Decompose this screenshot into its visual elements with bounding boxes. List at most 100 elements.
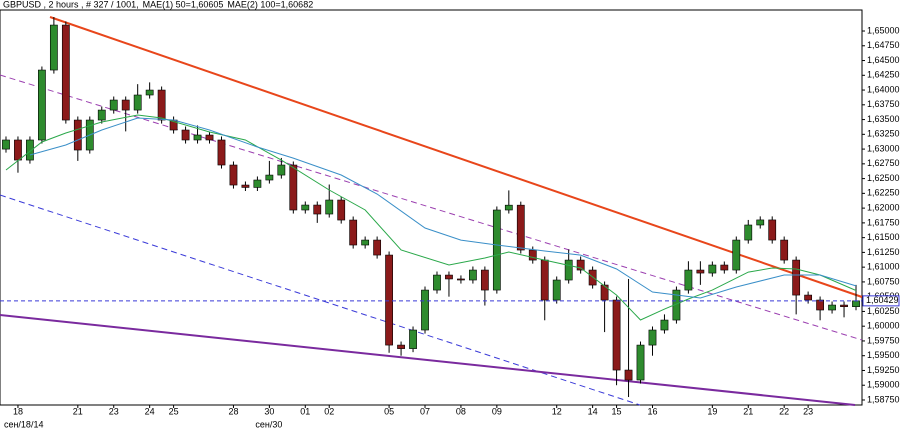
x-tick-label: 23 [109, 406, 119, 416]
channel-line [0, 194, 641, 406]
y-tick-label: 1,62000 [867, 202, 900, 212]
x-tick-label: 24 [145, 406, 155, 416]
current-price-box [862, 295, 900, 307]
candle-body [97, 109, 106, 121]
x-tick-label: 25 [169, 406, 179, 416]
header: GBPUSD , 2 hours , # 327 / 1001, [3, 0, 139, 9]
candle-body [660, 319, 669, 331]
current-price-label: 1,60429 [866, 295, 899, 305]
candle-body [457, 278, 465, 281]
candle-body [109, 99, 118, 111]
moving-average [29, 117, 857, 299]
x-tick-label: 21 [73, 406, 83, 416]
candle-body [253, 179, 262, 188]
candle-body [756, 219, 765, 226]
legend-entry: MAE(1) 50=1,60605 [143, 0, 224, 9]
y-tick-label: 1,65000 [867, 25, 900, 35]
x-tick-label: 18 [13, 406, 23, 416]
candle-body [217, 139, 226, 166]
support-line [0, 314, 856, 406]
y-tick-label: 1,59500 [867, 350, 900, 360]
candle-body [768, 219, 777, 241]
y-tick-label: 1,63000 [867, 143, 900, 153]
candle-body [26, 139, 34, 161]
candle-body [433, 274, 441, 291]
y-tick-label: 1,63250 [867, 129, 900, 139]
candle-body [828, 304, 836, 311]
candle-body [624, 369, 633, 381]
candle-body [816, 299, 824, 311]
candle-body [61, 24, 70, 121]
candle-body [492, 209, 501, 291]
candle-body [852, 300, 860, 308]
channel-line [0, 74, 863, 341]
x-tick-label: 09 [492, 406, 502, 416]
candle-body [409, 329, 417, 349]
candle-body [205, 134, 214, 141]
candle-body [612, 299, 621, 371]
candle-body [385, 254, 393, 346]
candle-body [14, 139, 22, 161]
x-tick-label: 01 [300, 406, 310, 416]
candle-body [265, 174, 274, 181]
candle-body [600, 284, 609, 301]
x-tick-label: 07 [420, 406, 430, 416]
x-tick-label: 28 [228, 406, 238, 416]
candle-body [732, 239, 741, 271]
candle-body [780, 239, 789, 261]
candle-body [516, 204, 525, 251]
x-tick-label: 23 [803, 406, 813, 416]
candle-body [73, 119, 82, 151]
candle-body [421, 289, 429, 331]
candle-body [349, 219, 358, 246]
y-tick-label: 1,59750 [867, 335, 900, 345]
candle-body [744, 224, 753, 241]
candle-body [564, 259, 573, 281]
candle-body [289, 164, 298, 211]
candle-body [792, 259, 801, 296]
moving-average [5, 114, 857, 321]
candle-body [2, 139, 10, 150]
candle-body [277, 164, 286, 176]
trend-line [49, 16, 863, 298]
y-tick-label: 1,61500 [867, 232, 900, 242]
candle-body [181, 129, 190, 141]
legend-entry: MAE(2) 100=1,60682 [227, 0, 313, 9]
y-tick-label: 1,63750 [867, 99, 900, 109]
candle-body [576, 259, 585, 271]
candle-body [684, 269, 693, 291]
candle-body [480, 269, 489, 291]
x-tick-label: 08 [456, 406, 466, 416]
x-tick-label: 22 [779, 406, 789, 416]
candle-body [337, 199, 346, 221]
candle-body [397, 344, 405, 349]
y-tick-label: 1,58750 [867, 394, 900, 404]
x-tick-label: 02 [324, 406, 334, 416]
y-tick-label: 1,59000 [867, 380, 900, 390]
candle-body [193, 134, 202, 141]
candle-body [229, 164, 238, 186]
candle-body [373, 239, 382, 256]
x-tick-label: 30 [264, 406, 274, 416]
y-tick-label: 1,61250 [867, 247, 900, 257]
candle-body [157, 89, 166, 121]
candle-body [241, 184, 250, 188]
candle-body [325, 199, 334, 215]
candle-body [696, 269, 705, 274]
x-tick-label: 05 [384, 406, 394, 416]
x-tick-label-secondary: сен/18/14 [4, 419, 44, 429]
candle-body [540, 259, 549, 301]
candle-body [840, 304, 848, 308]
x-tick-label-secondary: сен/30 [255, 419, 282, 429]
y-tick-label: 1,64000 [867, 84, 900, 94]
x-tick-label: 16 [647, 406, 657, 416]
candle-body [648, 329, 657, 346]
candle-body [361, 239, 370, 246]
y-tick-label: 1,64750 [867, 40, 900, 50]
candle-body [528, 249, 537, 261]
y-tick-label: 1,61750 [867, 217, 900, 227]
candle-body [445, 274, 453, 280]
candle-body [708, 264, 717, 274]
candle-body [49, 24, 58, 71]
